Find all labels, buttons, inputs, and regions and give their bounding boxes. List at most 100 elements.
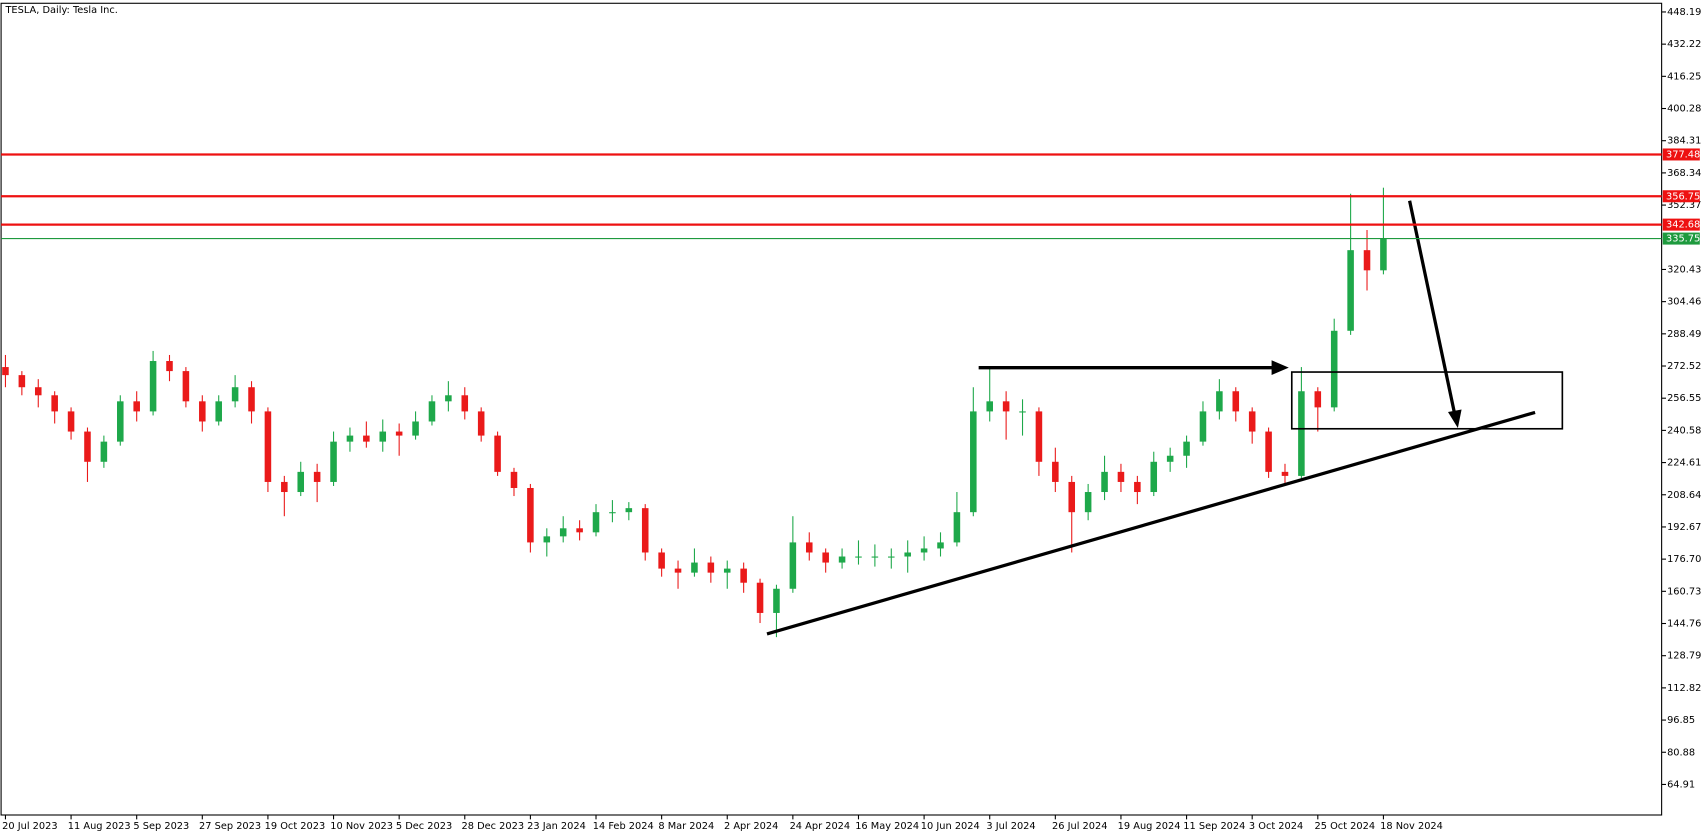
candle-body [1363, 250, 1371, 271]
x-tick-label: 28 Dec 2023 [462, 821, 525, 832]
candle-body [281, 481, 288, 493]
price-label-box [1662, 190, 1700, 203]
y-tick-label: 160.73 [1667, 586, 1701, 597]
candle-body [1298, 391, 1305, 476]
arrow-head [1271, 360, 1289, 376]
x-tick-label: 19 Oct 2023 [265, 821, 326, 832]
candle-body [1084, 492, 1092, 513]
x-tick-label: 8 Mar 2024 [658, 821, 714, 832]
candle-body [970, 411, 977, 513]
candle-body [215, 401, 222, 422]
candle-body [248, 387, 255, 412]
target-box [1290, 371, 1564, 430]
candle-body [740, 568, 747, 583]
candle-body [395, 431, 403, 436]
candle-body [330, 441, 337, 482]
x-tick-label: 24 Apr 2024 [790, 821, 851, 832]
candle-body [937, 542, 944, 549]
candle-body [166, 361, 173, 372]
y-tick-label: 128.79 [1667, 651, 1701, 662]
candle-body [1101, 471, 1108, 493]
y-tick-label: 64.91 [1667, 779, 1695, 790]
y-tick-label: 400.28 [1667, 104, 1701, 115]
x-tick-label: 10 Nov 2023 [330, 821, 393, 832]
candle-body [1281, 471, 1289, 476]
x-tick-label: 5 Dec 2023 [396, 821, 452, 832]
candle-body [609, 512, 616, 514]
x-tick-label: 2 Apr 2024 [724, 821, 778, 832]
y-tick-label: 80.88 [1667, 747, 1695, 758]
y-tick-label: 96.85 [1667, 715, 1695, 726]
price-label: 335.75 [1666, 234, 1700, 245]
candle-body [1002, 401, 1010, 412]
y-tick-label: 416.25 [1667, 71, 1701, 82]
candle-body [51, 395, 58, 412]
x-tick-label: 11 Aug 2023 [68, 821, 131, 832]
candle-body [182, 371, 190, 402]
candle-body [428, 401, 436, 422]
candle-body [789, 542, 797, 589]
x-tick-label: 10 Jun 2024 [921, 821, 980, 832]
x-tick-label: 14 Feb 2024 [593, 821, 654, 832]
candle-body [1216, 391, 1223, 412]
plot-frame [0, 2, 1663, 816]
drawings [766, 200, 1564, 636]
y-tick-label: 208.64 [1667, 490, 1701, 501]
candle-body [1117, 471, 1125, 482]
candle-body [363, 435, 370, 442]
candle-body [67, 411, 75, 432]
candle-body [100, 441, 108, 462]
x-tick-label: 19 Aug 2024 [1118, 821, 1181, 832]
x-tick-label: 5 Sep 2023 [133, 821, 189, 832]
arrow-line [1408, 200, 1456, 413]
y-tick-label: 144.76 [1667, 619, 1701, 630]
candle-body [199, 401, 206, 422]
y-tick-label: 192.67 [1667, 522, 1701, 533]
candle-body [838, 556, 846, 563]
candle-body [641, 508, 649, 553]
candle-body [904, 552, 911, 557]
candle-body [133, 401, 140, 412]
candle-body [822, 552, 829, 563]
candle-body [707, 562, 715, 573]
candle-body [871, 556, 879, 558]
x-tick-label: 25 Oct 2024 [1315, 821, 1376, 832]
candle-body [1183, 441, 1190, 456]
x-tick-label: 11 Sep 2024 [1183, 821, 1245, 832]
candle-body [592, 512, 600, 533]
candle-body [1052, 461, 1059, 482]
y-tick-label: 432.22 [1667, 39, 1701, 50]
candle-body [1134, 481, 1141, 493]
candle-body [1019, 411, 1026, 413]
candle-body [756, 582, 764, 613]
candle-body [658, 552, 665, 569]
candle-body [576, 528, 583, 533]
candle-body [1035, 411, 1043, 462]
y-tick-label: 272.52 [1667, 361, 1701, 372]
candle-body [625, 508, 633, 513]
candle-body [559, 528, 567, 537]
price-label-box [1662, 148, 1700, 161]
candle-body [84, 431, 91, 462]
y-tick-label: 352.37 [1667, 200, 1701, 211]
price-label-box [1662, 218, 1700, 231]
y-tick-label: 176.70 [1667, 554, 1701, 565]
trend-line [766, 410, 1536, 636]
candle-body [445, 395, 452, 402]
candle-body [543, 536, 551, 543]
candle-body [1347, 250, 1354, 331]
candle-body [34, 387, 42, 396]
candle-body [888, 556, 895, 558]
candle-body [1314, 391, 1322, 408]
candle-body [346, 435, 354, 442]
y-tick-label: 320.43 [1667, 264, 1701, 275]
y-tick-label: 224.61 [1667, 458, 1701, 469]
candle-body [1248, 411, 1256, 432]
candle-body [313, 471, 321, 482]
price-label: 356.75 [1666, 191, 1700, 202]
candle-body [231, 387, 239, 402]
candle-body [773, 588, 780, 613]
candle-body [691, 562, 698, 573]
candle-body [527, 487, 534, 543]
